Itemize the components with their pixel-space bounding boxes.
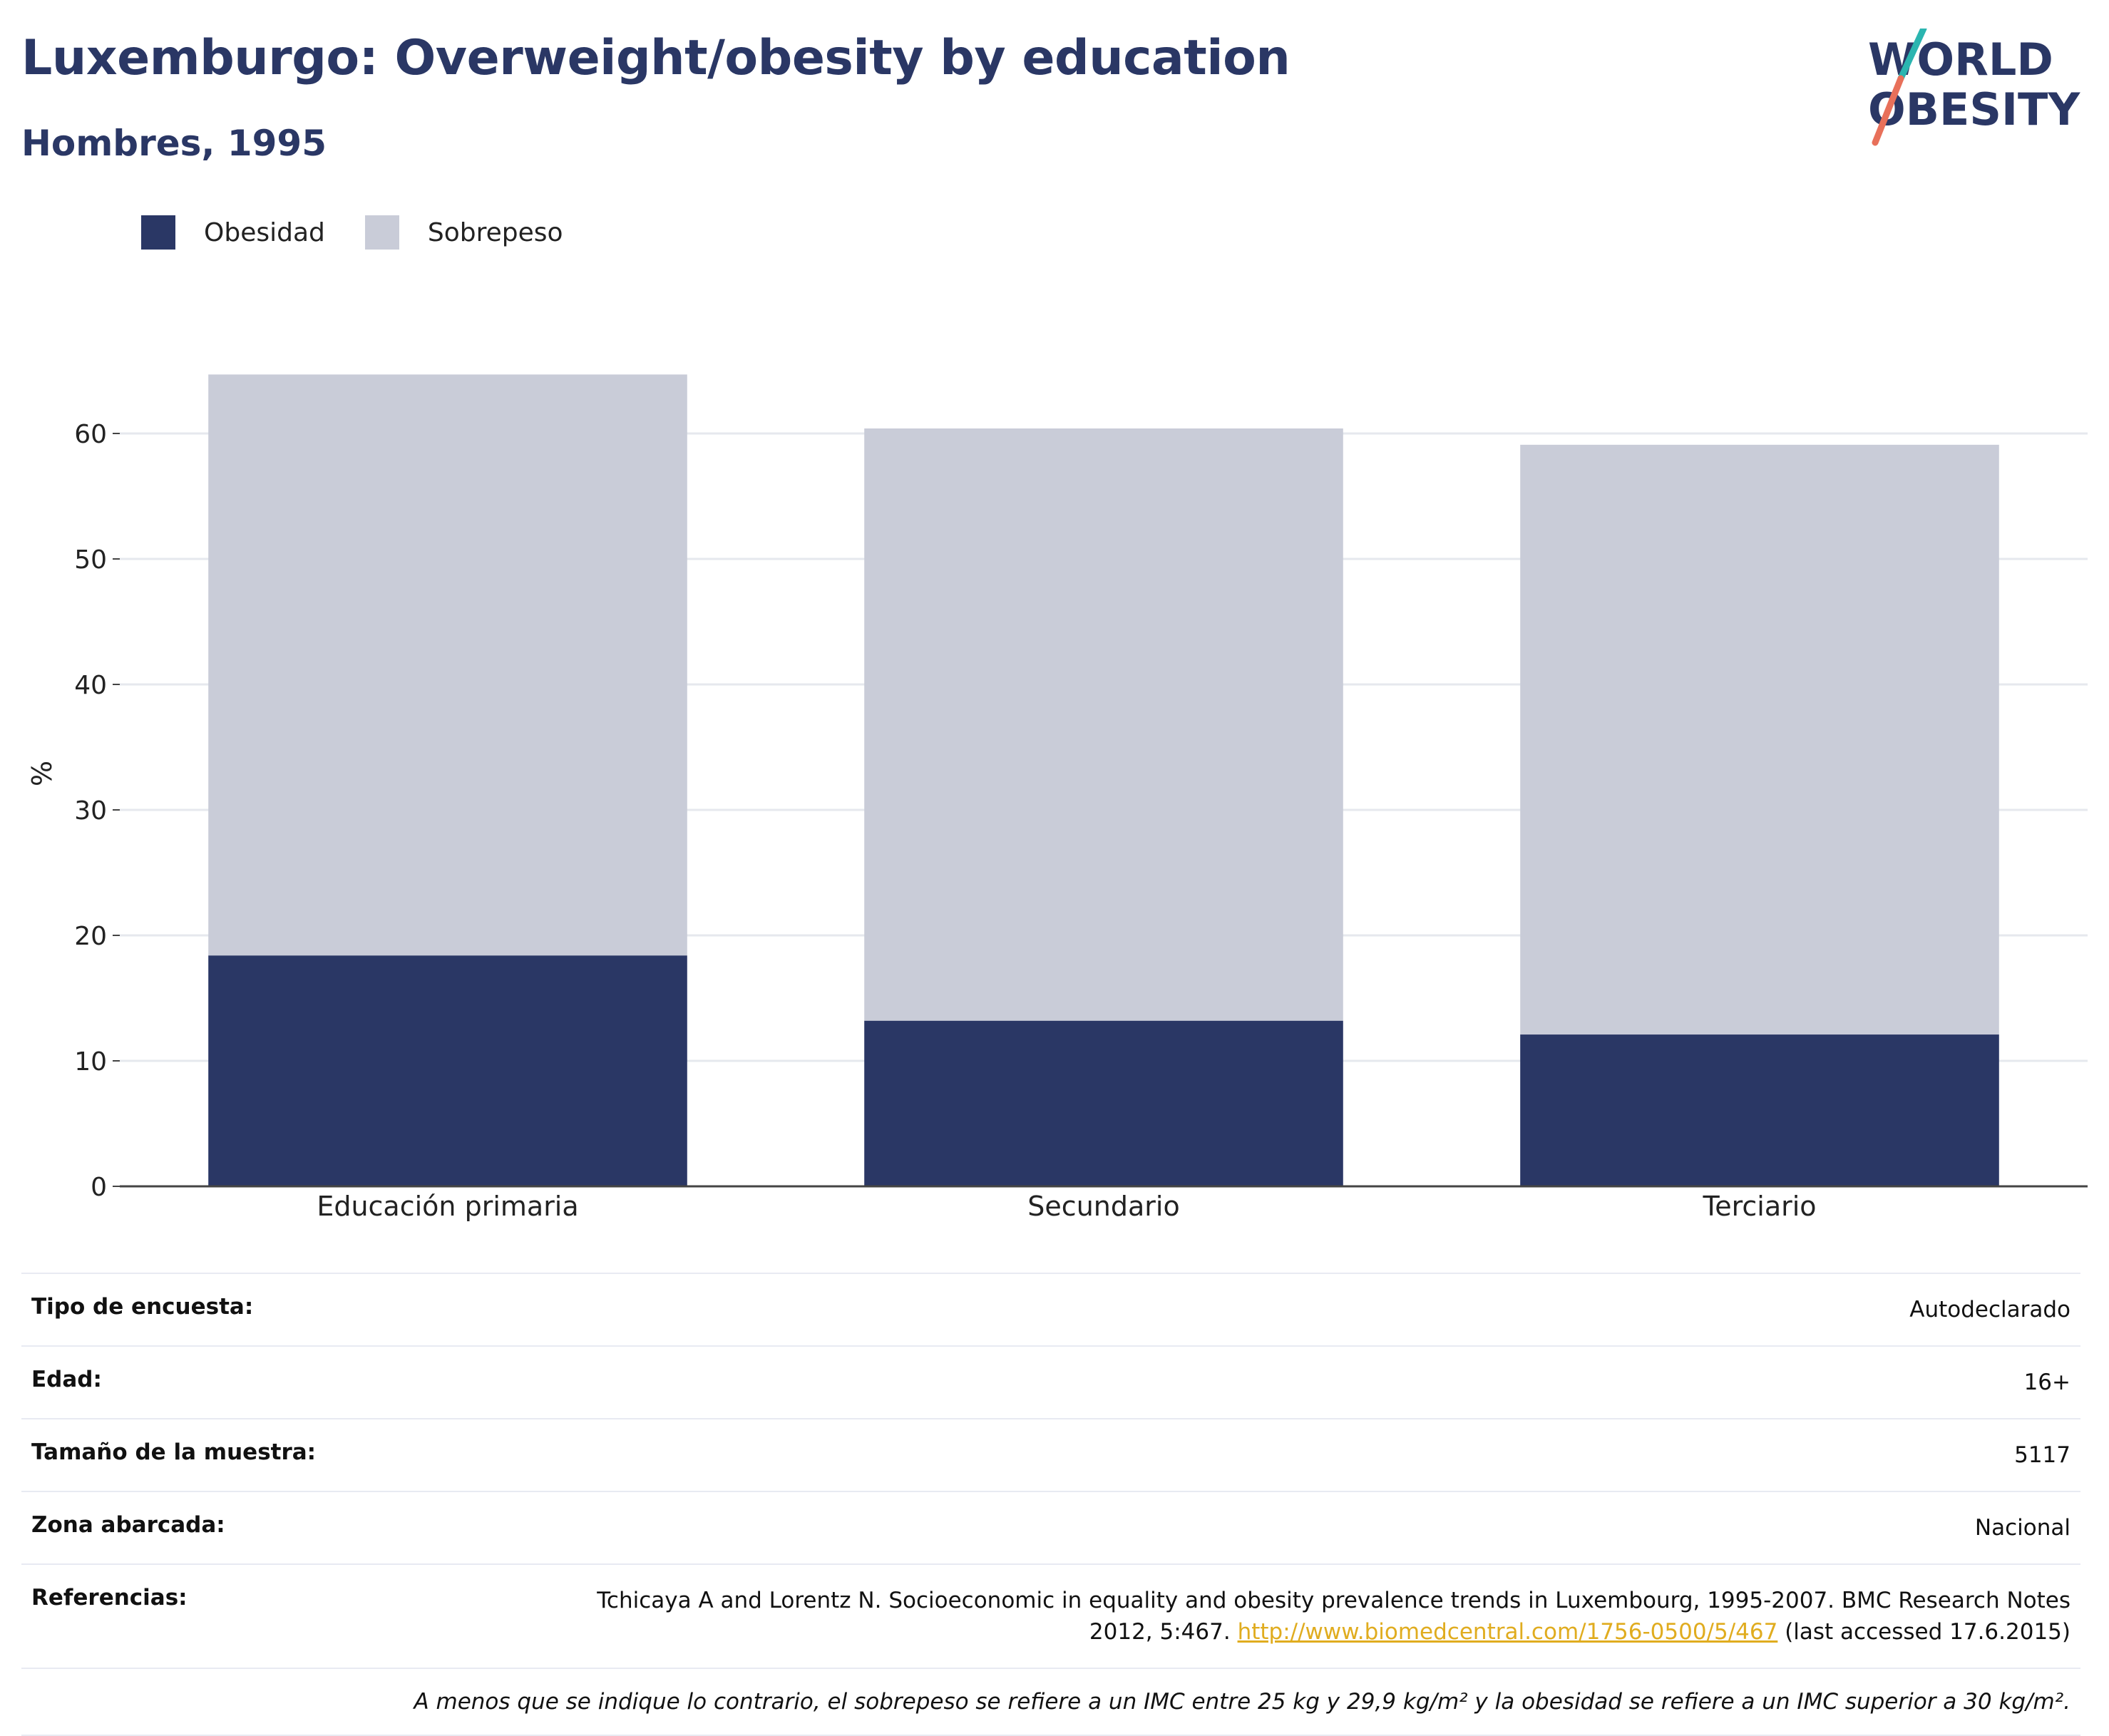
bar-obesidad[interactable]: [1520, 1034, 1999, 1186]
chart-legend: Obesidad Sobrepeso: [141, 212, 603, 252]
info-label: Edad:: [31, 1367, 102, 1392]
definition-note: A menos que se indique lo contrario, el …: [21, 1668, 2080, 1736]
legend-item-obesidad[interactable]: Obesidad: [141, 215, 325, 250]
y-tick-label: 0: [91, 1173, 107, 1202]
bar-sobrepeso[interactable]: [864, 428, 1343, 1021]
reference-text-after: (last accessed 17.6.2015): [1777, 1619, 2070, 1645]
stacked-bar-chart: 0 10 20 30 40 50 60% Educación primaria Secundar…: [26, 374, 2088, 1222]
info-row-references: Referencias: Tchicaya A and Lorentz N. S…: [21, 1563, 2080, 1668]
info-row-sample-size: Tamaño de la muestra: 5117: [21, 1418, 2080, 1491]
x-tick-label: Educación primaria: [317, 1191, 578, 1222]
x-tick-label: Terciario: [1702, 1191, 1816, 1222]
axes: 0 10 20 30 40 50 60% Educación primaria Secundar…: [26, 420, 2088, 1222]
info-label: Referencias:: [31, 1585, 188, 1611]
page-title: Luxemburgo: Overweight/obesity by educat…: [21, 30, 1290, 86]
legend-label-obesidad: Obesidad: [204, 217, 325, 247]
y-axis-label: %: [26, 761, 58, 786]
y-tick-label: 50: [74, 545, 107, 575]
info-label: Tamaño de la muestra:: [31, 1439, 317, 1465]
info-value: 16+: [2023, 1370, 2070, 1395]
reference-text-before: Tchicaya A and Lorentz N. Socioeconomic …: [597, 1588, 2070, 1645]
bar-sobrepeso[interactable]: [1520, 444, 1999, 1035]
y-tick-label: 60: [74, 420, 107, 449]
y-tick-label: 40: [74, 671, 107, 700]
reference-text: Tchicaya A and Lorentz N. Socioeconomic …: [559, 1585, 2070, 1648]
bars: [208, 374, 1999, 1186]
legend-swatch-obesidad: [141, 215, 175, 250]
info-row-area: Zona abarcada: Nacional: [21, 1491, 2080, 1563]
x-tick-label: Secundario: [1027, 1191, 1179, 1222]
info-value: Nacional: [1974, 1515, 2070, 1541]
world-obesity-logo: WORLD OBESITY: [1868, 29, 2080, 146]
info-row-survey-type: Tipo de encuesta: Autodeclarado: [21, 1273, 2080, 1345]
y-tick-label: 30: [74, 796, 107, 826]
legend-item-sobrepeso[interactable]: Sobrepeso: [364, 215, 563, 250]
info-value: 5117: [2014, 1442, 2070, 1468]
legend-label-sobrepeso: Sobrepeso: [427, 217, 563, 247]
y-tick-label: 20: [74, 922, 107, 951]
page-subtitle: Hombres, 1995: [21, 123, 327, 164]
y-tick-label: 10: [74, 1047, 107, 1077]
reference-link[interactable]: http://www.biomedcentral.com/1756-0500/5…: [1237, 1619, 1778, 1645]
info-label: Tipo de encuesta:: [31, 1294, 254, 1320]
info-value: Autodeclarado: [1909, 1297, 2070, 1322]
info-label: Zona abarcada:: [31, 1512, 225, 1538]
legend-swatch-sobrepeso: [364, 215, 399, 250]
bar-obesidad[interactable]: [864, 1020, 1343, 1186]
info-row-age: Edad: 16+: [21, 1345, 2080, 1418]
svg-text:OBESITY: OBESITY: [1868, 83, 2080, 135]
bar-sobrepeso[interactable]: [208, 374, 687, 956]
bar-obesidad[interactable]: [208, 955, 687, 1186]
survey-info-table: Tipo de encuesta: Autodeclarado Edad: 16…: [21, 1273, 2080, 1736]
